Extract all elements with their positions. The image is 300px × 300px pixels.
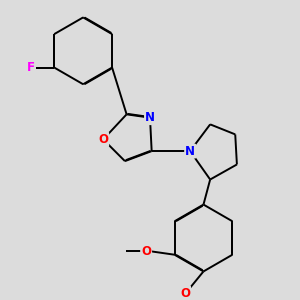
Text: O: O	[141, 245, 151, 258]
Text: F: F	[27, 61, 35, 74]
Text: O: O	[98, 133, 108, 146]
Text: N: N	[145, 111, 155, 124]
Text: O: O	[180, 286, 190, 300]
Text: N: N	[185, 145, 195, 158]
